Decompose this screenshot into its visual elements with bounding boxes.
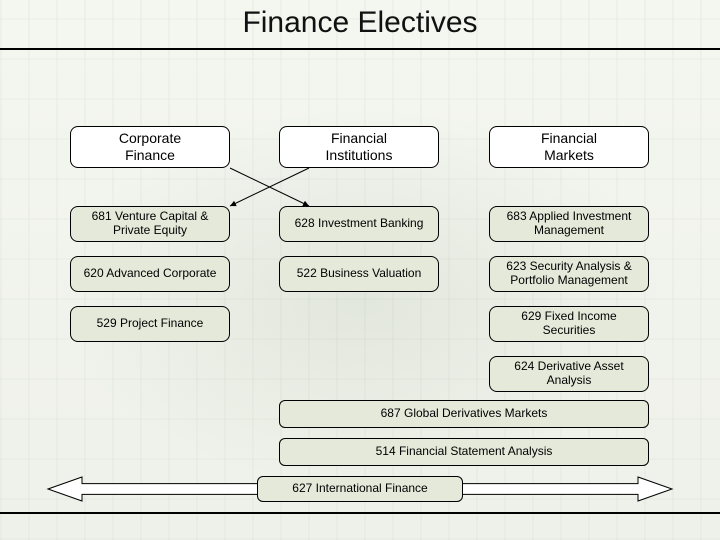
course-label: 529 Project Finance [97,317,204,331]
rule-bottom [0,512,720,514]
header-label: FinancialMarkets [541,130,597,164]
header-label: CorporateFinance [119,130,181,164]
cross-arrows [224,162,315,212]
header-label: FinancialInstitutions [326,130,393,164]
course-label: 629 Fixed Income Securities [496,310,642,338]
course-label: 628 Investment Banking [295,217,424,231]
course-label: 623 Security Analysis & Portfolio Manage… [496,260,642,288]
course-box: 681 Venture Capital & Private Equity [70,206,230,242]
course-box: 529 Project Finance [70,306,230,342]
course-box-wide: 514 Financial Statement Analysis [279,438,649,466]
course-label: 522 Business Valuation [297,267,422,281]
course-box: 629 Fixed Income Securities [489,306,649,342]
course-box-wide: 687 Global Derivatives Markets [279,400,649,428]
track-header-corporate-finance: CorporateFinance [70,126,230,168]
course-box: 620 Advanced Corporate [70,256,230,292]
course-label: 687 Global Derivatives Markets [381,407,548,421]
course-label: 627 International Finance [292,482,427,496]
course-box: 624 Derivative Asset Analysis [489,356,649,392]
rule-top [0,48,720,50]
page: Finance Electives CorporateFinance Finan… [0,0,720,540]
course-box: 522 Business Valuation [279,256,439,292]
course-label: 624 Derivative Asset Analysis [496,360,642,388]
page-title: Finance Electives [0,6,720,40]
course-label: 620 Advanced Corporate [84,267,217,281]
course-label: 683 Applied Investment Management [496,210,642,238]
course-box: 623 Security Analysis & Portfolio Manage… [489,256,649,292]
course-box: 683 Applied Investment Management [489,206,649,242]
course-label: 514 Financial Statement Analysis [376,445,553,459]
course-box-international: 627 International Finance [257,476,463,502]
course-box: 628 Investment Banking [279,206,439,242]
track-header-financial-institutions: FinancialInstitutions [279,126,439,168]
track-header-financial-markets: FinancialMarkets [489,126,649,168]
course-label: 681 Venture Capital & Private Equity [77,210,223,238]
